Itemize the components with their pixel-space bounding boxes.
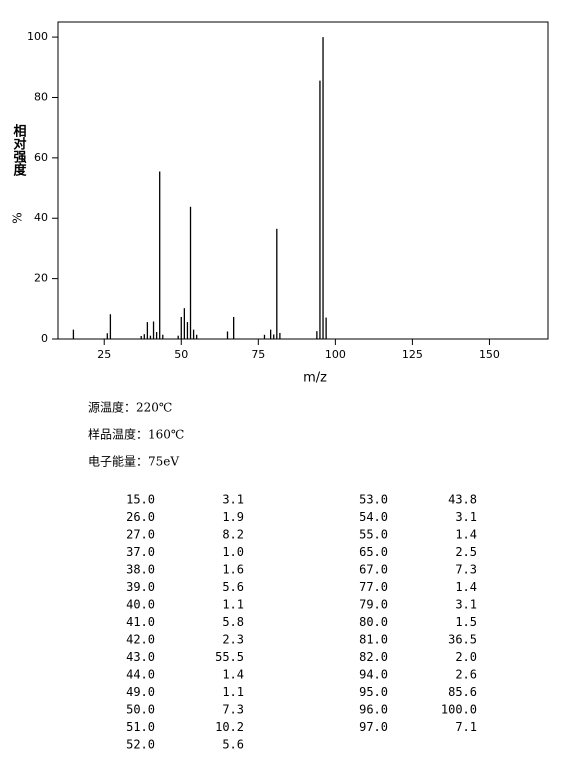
x-tick-label: 75 (251, 348, 265, 361)
mz-cell: 55.0 (359, 528, 388, 542)
mz-cell: 96.0 (359, 703, 388, 717)
intensity-cell: 2.3 (222, 633, 244, 647)
mz-cell: 40.0 (126, 598, 155, 612)
condition: 源温度：220℃ (88, 400, 172, 415)
intensity-cell: 1.0 (222, 545, 244, 559)
intensity-cell: 1.9 (222, 510, 244, 524)
intensity-cell: 5.6 (222, 580, 244, 594)
x-tick-label: 150 (479, 348, 500, 361)
y-axis-unit: % (11, 212, 25, 223)
intensity-cell: 5.6 (222, 738, 244, 752)
intensity-cell: 2.5 (455, 545, 477, 559)
intensity-cell: 100.0 (441, 703, 477, 717)
mz-cell: 44.0 (126, 668, 155, 682)
mz-cell: 95.0 (359, 685, 388, 699)
intensity-cell: 10.2 (215, 720, 244, 734)
mz-cell: 15.0 (126, 493, 155, 507)
y-tick-label: 100 (27, 30, 48, 43)
mz-cell: 65.0 (359, 545, 388, 559)
intensity-cell: 3.1 (455, 598, 477, 612)
mz-cell: 79.0 (359, 598, 388, 612)
intensity-cell: 1.1 (222, 685, 244, 699)
mz-cell: 54.0 (359, 510, 388, 524)
intensity-cell: 2.0 (455, 650, 477, 664)
mz-cell: 81.0 (359, 633, 388, 647)
intensity-cell: 85.6 (448, 685, 477, 699)
intensity-cell: 1.1 (222, 598, 244, 612)
mz-cell: 27.0 (126, 528, 155, 542)
intensity-cell: 36.5 (448, 633, 477, 647)
y-tick-label: 0 (41, 332, 48, 345)
mz-cell: 82.0 (359, 650, 388, 664)
mz-cell: 97.0 (359, 720, 388, 734)
intensity-cell: 1.4 (455, 528, 477, 542)
x-tick-label: 50 (174, 348, 188, 361)
mz-cell: 53.0 (359, 493, 388, 507)
condition: 样品温度：160℃ (88, 427, 184, 442)
intensity-cell: 2.6 (455, 668, 477, 682)
intensity-cell: 5.8 (222, 615, 244, 629)
intensity-cell: 3.1 (455, 510, 477, 524)
y-axis-label: 相对强度 (11, 123, 27, 177)
y-tick-label: 40 (34, 211, 48, 224)
mz-cell: 67.0 (359, 563, 388, 577)
y-tick-label: 20 (34, 272, 48, 285)
mz-cell: 37.0 (126, 545, 155, 559)
intensity-cell: 7.3 (455, 563, 477, 577)
condition: 电子能量：75eV (88, 455, 179, 469)
x-tick-label: 100 (325, 348, 346, 361)
intensity-cell: 1.6 (222, 563, 244, 577)
intensity-cell: 8.2 (222, 528, 244, 542)
y-tick-label: 80 (34, 90, 48, 103)
mz-cell: 77.0 (359, 580, 388, 594)
x-axis-label: m/z (303, 371, 327, 386)
plot-frame (57, 21, 549, 340)
mz-cell: 41.0 (126, 615, 155, 629)
x-tick-label: 25 (97, 348, 111, 361)
mz-cell: 80.0 (359, 615, 388, 629)
intensity-cell: 1.4 (455, 580, 477, 594)
intensity-cell: 55.5 (215, 650, 244, 664)
x-tick-label: 125 (402, 348, 423, 361)
intensity-cell: 1.4 (222, 668, 244, 682)
mz-cell: 43.0 (126, 650, 155, 664)
mz-cell: 42.0 (126, 633, 155, 647)
mz-cell: 49.0 (126, 685, 155, 699)
intensity-cell: 43.8 (448, 493, 477, 507)
mz-cell: 52.0 (126, 738, 155, 752)
mz-cell: 39.0 (126, 580, 155, 594)
intensity-cell: 1.5 (455, 615, 477, 629)
y-tick-label: 60 (34, 151, 48, 164)
intensity-cell: 7.3 (222, 703, 244, 717)
intensity-cell: 3.1 (222, 493, 244, 507)
mz-cell: 38.0 (126, 563, 155, 577)
mz-cell: 26.0 (126, 510, 155, 524)
intensity-cell: 7.1 (455, 720, 477, 734)
mz-cell: 51.0 (126, 720, 155, 734)
mz-cell: 94.0 (359, 668, 388, 682)
mz-cell: 50.0 (126, 703, 155, 717)
